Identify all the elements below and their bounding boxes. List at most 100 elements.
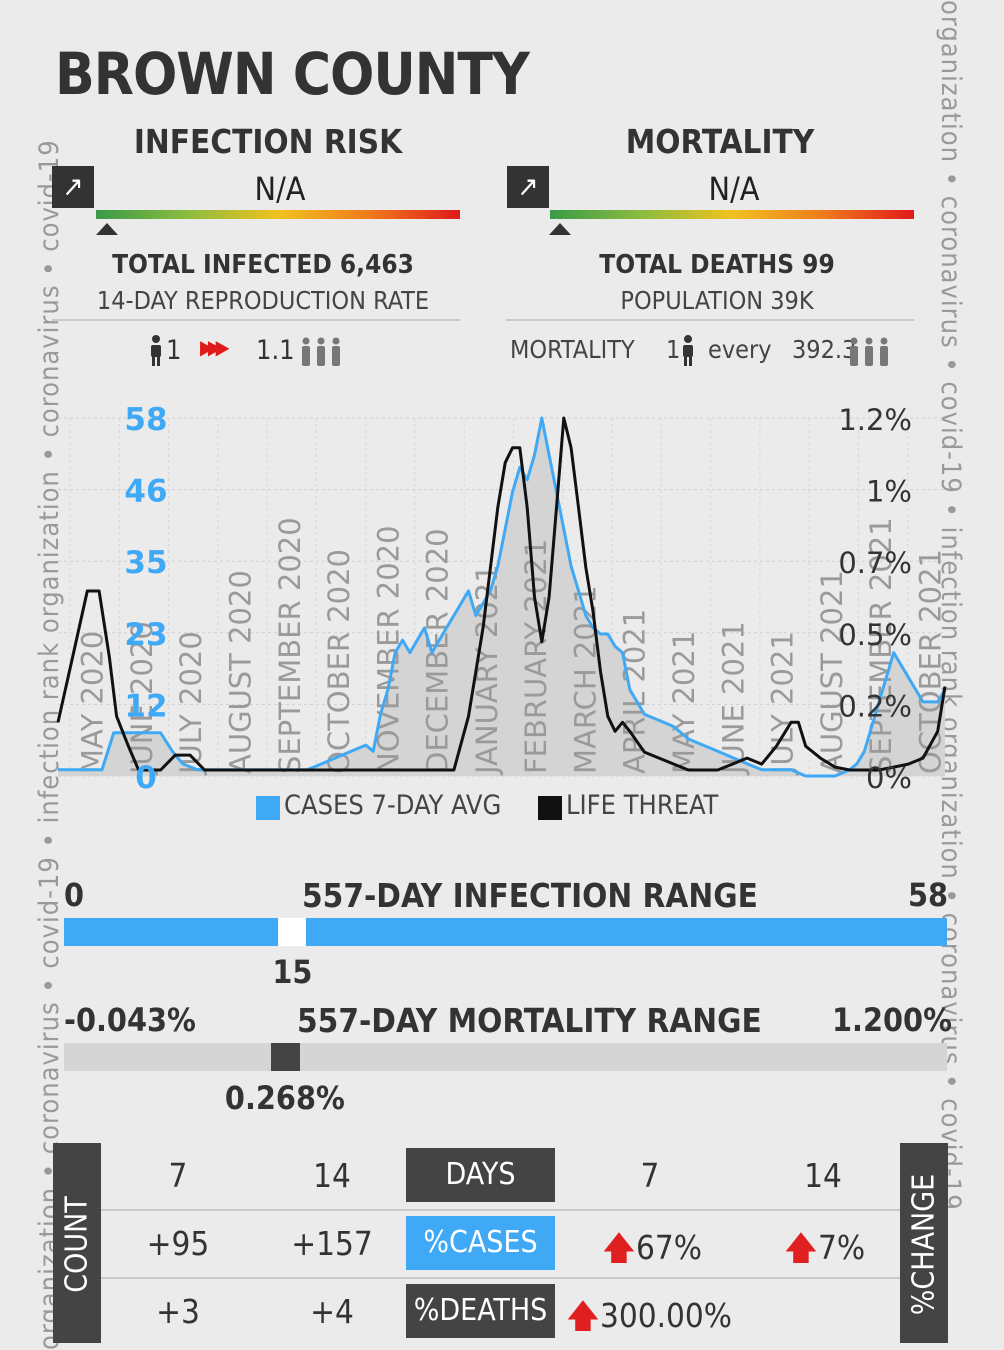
cases-7-day-avg-line [58,416,947,778]
x-tick-label: SEPTEMBER 2020 [273,517,307,774]
mortality-ratio-value: 392.3 [792,335,857,364]
legend-life-threat-label: LIFE THREAT [566,790,719,821]
cases-7-day-change: 🡅67% [602,1224,702,1280]
cases-7-day-change-value: 67% [635,1228,702,1267]
deaths-label: %DEATHS [406,1284,555,1338]
infection-range-bar [64,918,947,946]
rate-to-value: 1.1 [256,335,295,366]
days-label: DAYS [406,1148,555,1202]
divider [101,1209,900,1211]
infection-range-title: 557-DAY INFECTION RANGE [302,876,758,915]
infection-gauge-pointer-icon [96,223,118,235]
infection-trend-arrow-icon: ↗ [52,166,94,208]
deaths-14-day-count: +4 [310,1292,354,1331]
rate-arrows-icon: ▶▶▶ [200,335,229,359]
change-side-label: %CHANGE [900,1143,948,1343]
mortality-range-title: 557-DAY MORTALITY RANGE [297,1001,762,1040]
x-tick-label: DECEMBER 2020 [421,528,455,774]
x-tick-label: FEBRUARY 2021 [519,539,553,774]
mortality-gauge-pointer-icon [549,223,571,235]
deaths-7-day-change-value: 300.00% [599,1296,733,1335]
cases-14-day-change: 🡅7% [784,1224,865,1280]
total-deaths: TOTAL DEATHS 99 [599,250,835,280]
legend-life-threat-swatch [538,796,562,820]
mortality-range-min: -0.043% [64,1001,196,1039]
x-tick-label: OCTOBER 2021 [913,549,947,774]
infection-risk-value: N/A [254,170,306,208]
cases-7-day-count: +95 [146,1224,210,1263]
cases-life-threat-chart: MAY 2020 JUNE 2020 JULY 2020 AUGUST 2020 SEP… [56,402,947,796]
y-tick-label-left: 46 [124,474,167,510]
x-tick-label: JUNE 2021 [716,621,750,776]
mortality-range-max: 1.200% [832,1001,952,1039]
person-icon [151,335,161,366]
cases-14-day-count: +157 [291,1224,373,1263]
x-tick-label: AUGUST 2020 [223,570,257,774]
y-tick-label-right: 1.2% [838,403,912,437]
y-tick-label-left: 35 [124,545,167,581]
population: POPULATION 39K [620,286,814,315]
mortality-header: MORTALITY [625,122,815,161]
y-tick-label-left: 12 [124,688,167,724]
mortality-ratio-label: MORTALITY [510,335,635,364]
y-tick-label-right: 0% [866,761,912,795]
deaths-7-day-change: 🡅300.00% [566,1292,732,1348]
cases-label: %CASES [406,1216,555,1270]
mortality-range-bar [64,1043,947,1071]
up-arrow-icon: 🡅 [602,1228,636,1267]
y-tick-label-left: 23 [124,617,167,653]
change-days-14: 14 [804,1156,842,1195]
change-label: %CHANGE [906,1173,942,1316]
reproduction-rate-row: 1 ▶▶▶ 1.1 [148,333,358,371]
x-tick-label: APRIL 2021 [618,609,652,774]
x-tick-label: OCTOBER 2020 [322,549,356,774]
y-tick-label-right: 0.5% [838,618,912,652]
y-tick-label-left: 58 [124,402,167,438]
mortality-value: N/A [708,170,760,208]
x-tick-label: JULY 2020 [174,631,208,776]
mortality-range-current: 0.268% [224,1079,345,1117]
rate-from-value: 1 [166,335,182,366]
divider [101,1277,900,1279]
count-label: COUNT [59,1196,95,1293]
people-group-icon [850,337,888,366]
up-arrow-icon: 🡅 [784,1228,818,1267]
y-tick-label-right: 0.2% [838,689,912,723]
legend-cases-swatch [256,796,280,820]
mortality-gauge [550,210,914,219]
up-arrow-icon: 🡅 [566,1296,600,1335]
mortality-trend-arrow-icon: ↗ [507,166,549,208]
reproduction-rate-label: 14-DAY REPRODUCTION RATE [96,286,430,315]
count-days-14: 14 [313,1156,351,1195]
infection-range-max: 58 [908,876,949,914]
y-tick-label-right: 0.7% [838,546,912,580]
mortality-ratio-row: MORTALITY 1 every 392.3 [510,333,910,371]
infection-range-min: 0 [64,876,85,914]
cases-area-fill [58,418,945,776]
x-tick-label: AUGUST 2021 [815,570,849,774]
cases-14-day-change-value: 7% [817,1228,866,1267]
change-days-7: 7 [640,1156,660,1195]
count-days-7: 7 [168,1156,188,1195]
infection-range-marker [278,918,307,946]
mortality-ratio-one: 1 [666,335,681,364]
divider [506,319,914,321]
total-infected: TOTAL INFECTED 6,463 [112,250,414,280]
page-title: BROWN COUNTY [55,40,530,108]
infection-risk-header: INFECTION RISK [133,122,403,161]
count-side-label: COUNT [53,1143,101,1343]
x-tick-label: MAY 2021 [667,631,701,774]
people-group-icon [302,337,340,366]
person-icon [683,335,693,366]
legend-cases-label: CASES 7-DAY AVG [284,790,502,821]
life-threat-line [56,416,947,772]
mortality-range-marker [270,1043,300,1071]
x-tick-label: MAY 2020 [76,631,110,774]
divider [52,319,460,321]
infection-range-current: 15 [272,953,313,991]
y-tick-label-left: 0 [135,760,157,796]
deaths-7-day-count: +3 [156,1292,200,1331]
infection-risk-gauge [96,210,460,219]
y-tick-label-right: 1% [866,475,912,509]
mortality-ratio-every: every [708,335,772,364]
